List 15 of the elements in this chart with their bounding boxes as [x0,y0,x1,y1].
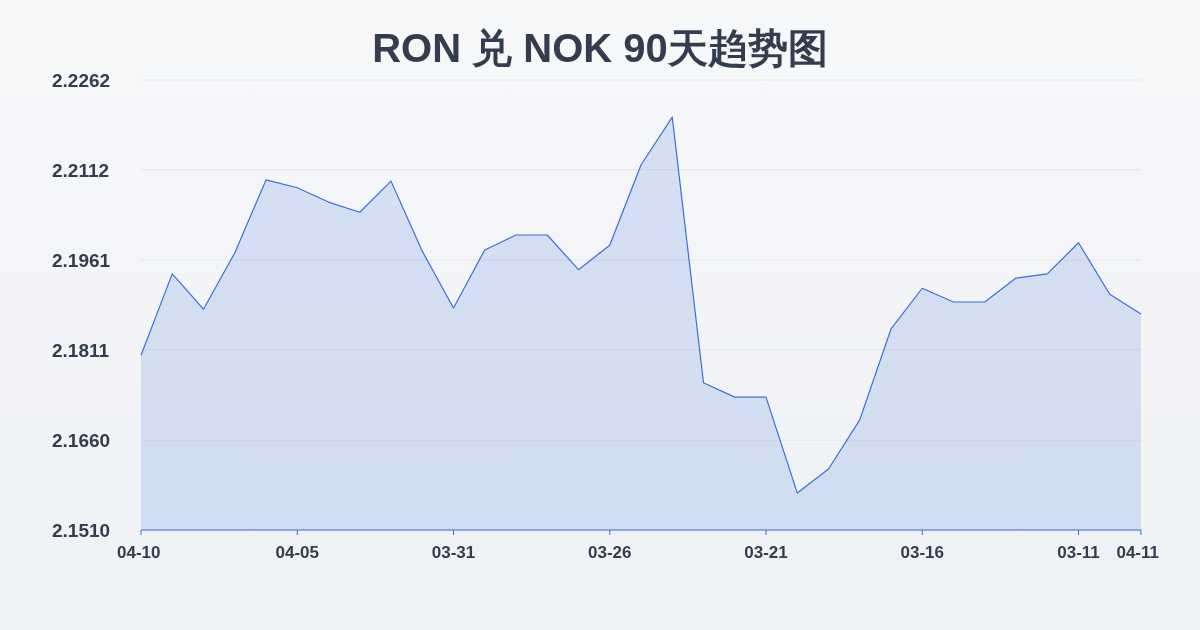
x-tick-label: 03-16 [900,543,944,562]
y-tick-label: 2.1961 [52,250,111,272]
y-tick-label: 2.1510 [52,520,111,541]
y-tick-label: 2.2262 [52,70,111,91]
chart-title: RON 兑 NOK 90天趋势图 [372,26,828,70]
x-tick-label: 04-05 [275,543,319,562]
x-tick-label: 03-11 [1057,543,1100,562]
x-tick-label: 03-26 [588,543,632,562]
x-tick-label: 03-31 [431,543,476,562]
x-tick-label: 04-11 [1116,543,1159,562]
x-tick-label: 04-10 [117,543,161,562]
x-tick-label: 03-21 [744,543,788,562]
y-tick-label: 2.2112 [52,159,110,181]
y-tick-label: 2.1811 [52,339,110,361]
y-tick-label: 2.1660 [52,430,111,452]
